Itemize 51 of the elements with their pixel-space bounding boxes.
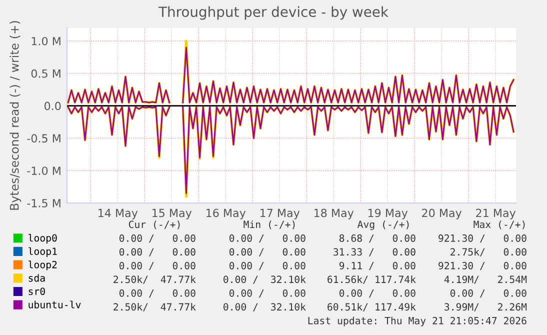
legend-label: loop2 — [28, 260, 57, 270]
legend-label: sr0 — [28, 288, 45, 296]
text: 0.00 / 0.00 — [119, 248, 196, 256]
text: 0.00 / 0.00 — [119, 289, 196, 298]
legend-label: loop0 — [28, 234, 57, 244]
x-tick-label: 18 May — [314, 208, 354, 220]
legend-label: loop1 — [28, 247, 57, 257]
text: 0.00 / 0.00 — [119, 234, 196, 243]
text: 921.30 / 0.00 — [438, 262, 526, 270]
x-tick-label: 15 May — [152, 208, 192, 220]
x-tick-label: 20 May — [422, 208, 462, 220]
text: 2.50k/ 47.77k — [114, 302, 196, 312]
text: 8.68 / 0.00 — [339, 234, 416, 243]
y-tick-label: 0.5 M — [31, 69, 60, 78]
text: 0.00 / 0.00 — [339, 289, 416, 298]
legend-label: ubuntu-lv — [28, 300, 81, 308]
text: 921.30 / 0.00 — [438, 234, 526, 243]
y-tick-label: 0.0 — [44, 102, 61, 110]
text: 4.19M/ 2.54M — [444, 276, 527, 284]
text: 0.00 / 0.00 — [119, 262, 196, 270]
text: 3.99M/ 2.26M — [444, 303, 527, 312]
text: 9.11 / 0.00 — [339, 262, 416, 270]
legend-label: sda — [28, 274, 45, 282]
y-tick-label: -1.5 M — [27, 199, 60, 208]
text: Cur (-/+) — [128, 220, 180, 230]
y-tick-label: -1.0 M — [27, 166, 60, 175]
text: 0.00 / 32.10k — [224, 302, 306, 312]
text: 0.00 / 0.00 — [229, 289, 306, 298]
text: 0.00 / 0.00 — [450, 289, 526, 298]
y-tick-label: 1.0 M — [32, 36, 60, 46]
x-tick-label: 14 May — [98, 208, 138, 220]
y-axis-title: Bytes/second read (-) / write (+) — [10, 21, 22, 210]
text: 2.75k/ 0.00 — [450, 248, 526, 256]
chart-title: Throughput per device - by week — [158, 6, 388, 20]
text: 0.00 / 32.10k — [224, 275, 306, 284]
text: 31.33 / 0.00 — [334, 248, 416, 256]
x-tick-label: 19 May — [368, 208, 408, 220]
text: 0.00 / 0.00 — [229, 262, 306, 270]
text: Avg (-/+) — [357, 220, 409, 230]
text: 61.56k/ 117.74k — [328, 275, 416, 284]
x-tick-label: 21 May — [476, 208, 516, 220]
text: 60.51k/ 117.49k — [328, 302, 416, 312]
text: Last update: Thu May 21 21:05:47 2026 — [308, 316, 526, 326]
text: 2.50k/ 47.77k — [114, 275, 196, 284]
text: 0.00 / 0.00 — [229, 248, 306, 256]
text: 0.00 / 0.00 — [229, 234, 306, 243]
x-tick-label: 16 May — [206, 208, 246, 220]
x-tick-label: 17 May — [260, 208, 300, 220]
text: Min (-/+) — [244, 220, 295, 230]
text: Max (-/+) — [474, 220, 525, 230]
y-tick-label: -0.5 M — [27, 134, 60, 143]
